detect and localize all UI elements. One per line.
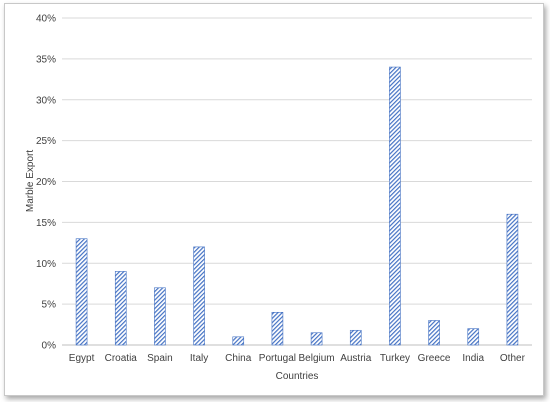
x-tick-label: Turkey: [380, 353, 410, 364]
y-tick-label: 5%: [42, 300, 57, 311]
bar-other: [506, 213, 519, 346]
x-tick-label: Belgium: [299, 353, 335, 364]
y-tick-label: 35%: [36, 54, 56, 65]
x-tick-label: Italy: [190, 353, 208, 364]
bar-belgium: [310, 332, 323, 346]
bar-spain: [154, 287, 166, 346]
bar-croatia: [114, 271, 127, 346]
x-tick-label: Other: [500, 353, 526, 364]
y-tick-label: 10%: [36, 259, 56, 270]
y-tick-labels: 0% 5% 10% 15% 20% 25% 30% 35% 40%: [36, 14, 56, 352]
y-tick-label: 0%: [42, 341, 57, 352]
bars: [75, 66, 519, 346]
y-tick-label: 25%: [36, 136, 56, 147]
x-tick-label: Croatia: [105, 353, 138, 364]
x-tick-label: China: [225, 353, 252, 364]
x-axis-title: Countries: [276, 371, 319, 382]
y-tick-label: 40%: [36, 14, 56, 25]
bar-turkey: [389, 66, 401, 346]
x-tick-label: Portugal: [259, 353, 296, 364]
gridlines: [62, 17, 532, 346]
bar-italy: [193, 246, 205, 346]
bar-austria: [349, 329, 362, 346]
x-tick-labels: Egypt Croatia Spain Italy China Portugal Belgi…: [69, 353, 526, 364]
bar-greece: [428, 320, 440, 346]
x-tick-label: Greece: [418, 353, 451, 364]
bar-egypt: [75, 238, 88, 346]
x-tick-label: Egypt: [69, 353, 95, 364]
x-tick-label: Austria: [340, 353, 372, 364]
y-tick-label: 20%: [36, 177, 56, 188]
y-tick-label: 15%: [36, 218, 56, 229]
bar-india: [467, 328, 480, 346]
y-axis-title: Marble Export: [25, 150, 36, 212]
y-tick-label: 30%: [36, 95, 56, 106]
x-tick-label: Spain: [147, 353, 173, 364]
bar-china: [232, 336, 245, 346]
bar-portugal: [271, 311, 284, 346]
x-tick-label: India: [462, 353, 484, 364]
